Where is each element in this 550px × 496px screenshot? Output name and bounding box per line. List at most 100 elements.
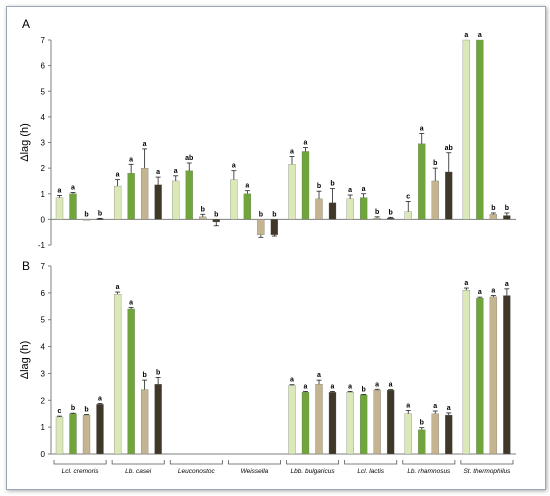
panel-b-bar <box>328 392 337 455</box>
group-label: Lb. casei <box>125 468 152 475</box>
panel-b-significance-letter: b <box>84 407 88 414</box>
group-bracket <box>286 460 340 465</box>
panel-a-y-tick-label: 7 <box>41 36 46 45</box>
panel-a-bar <box>127 173 135 220</box>
panel-a-letter: A <box>22 17 30 31</box>
figure-frame <box>6 6 546 490</box>
panel-b-significance-letter: a <box>447 405 451 412</box>
panel-b-significance-letter: a <box>98 396 102 403</box>
panel-a-significance-letter: b <box>388 209 392 216</box>
panel-a-significance-letter: a <box>478 32 482 39</box>
panel-a-significance-letter: b <box>98 210 102 217</box>
group-label: Lb. rhamnosus <box>407 468 451 475</box>
panel-b-significance-letter: a <box>375 381 379 388</box>
panel-b-bar <box>386 389 395 455</box>
panel-a-significance-letter: b <box>214 211 218 218</box>
panel-b-bar <box>315 384 323 455</box>
panel-a-y-tick-label: 5 <box>41 87 46 96</box>
panel-b-significance-letter: b <box>142 372 146 379</box>
panel-a-significance-letter: a <box>290 149 294 156</box>
panel-a-y-tick-label: 0 <box>41 215 46 224</box>
panel-b-y-tick-label: 0 <box>41 450 46 459</box>
panel-a-y-tick-label: 1 <box>41 190 46 199</box>
panel-a-bar <box>301 151 310 220</box>
panel-a-bar <box>386 217 395 220</box>
panel-b-letter: B <box>22 259 30 273</box>
panel-a-bar <box>489 214 498 220</box>
panel-a-significance-letter: b <box>433 160 437 167</box>
panel-b-significance-letter: a <box>464 280 468 287</box>
panel-a-bar <box>288 164 296 220</box>
panel-a-bar <box>431 180 439 220</box>
panel-a-bar <box>270 219 279 235</box>
panel-a-bar <box>257 219 265 235</box>
panel-b-y-tick-label: 6 <box>41 289 46 298</box>
panel-a-bar <box>328 202 337 220</box>
panel-b-significance-letter: a <box>389 382 393 389</box>
panel-b-significance-letter: c <box>58 408 62 415</box>
panel-a-bar <box>476 39 484 220</box>
panel-b-bar <box>359 394 368 455</box>
panel-b-y-tick-label: 3 <box>41 369 46 378</box>
panel-b-bar <box>96 404 104 455</box>
panel-b-significance-letter: b <box>156 369 160 376</box>
panel-a-bar <box>154 184 162 220</box>
panel-b-bar <box>113 294 122 455</box>
panel-a-significance-letter: a <box>362 186 366 193</box>
panel-a-significance-letter: a <box>420 126 424 133</box>
panel-a-bar <box>462 39 471 220</box>
panel-a-significance-letter: b <box>259 211 263 218</box>
group-bracket <box>460 460 514 465</box>
panel-b-significance-letter: a <box>116 284 120 291</box>
group-label: Leuconostoc <box>178 468 216 475</box>
panel-b-bar <box>140 389 149 455</box>
panel-a-significance-letter: b <box>84 211 88 218</box>
panel-a-y-tick-label: -1 <box>38 241 46 250</box>
panel-a-significance-letter: b <box>491 205 495 212</box>
panel-b-significance-letter: a <box>433 403 437 410</box>
panel-a-bar <box>503 215 511 220</box>
panel-b-significance-letter: a <box>129 299 133 306</box>
panel-b-significance-letter: a <box>478 289 482 296</box>
panel-b-significance-letter: a <box>290 377 294 384</box>
group-bracket <box>227 460 281 465</box>
panel-b-bar <box>431 413 439 455</box>
panel-b-y-tick-label: 5 <box>41 316 46 325</box>
panel-a-bar <box>418 143 426 220</box>
group-label: Lcl. lactis <box>357 468 384 475</box>
panel-a-significance-letter: b <box>330 181 334 188</box>
panel-a-significance-letter: b <box>505 205 509 212</box>
group-label: Weissella <box>241 468 269 475</box>
panel-b-bar <box>404 413 412 455</box>
panel-b-bar <box>127 308 135 455</box>
panel-a-bar <box>212 219 220 223</box>
panel-a-y-axis-label: Δlag (h) <box>19 123 31 162</box>
panel-a-significance-letter: a <box>174 168 178 175</box>
panel-a-bar <box>55 197 64 220</box>
panel-a-bar <box>96 218 104 220</box>
panel-a-bar <box>230 179 238 220</box>
panel-a-significance-letter: ab <box>445 145 453 152</box>
panel-b-bar <box>418 429 426 455</box>
panel-a-bar <box>82 219 91 221</box>
panel-a-bar <box>185 170 193 220</box>
panel-a-significance-letter: a <box>156 169 160 176</box>
panel-a-bar <box>243 193 252 220</box>
panel-a-significance-letter: b <box>375 209 379 216</box>
panel-b-bar <box>489 296 498 455</box>
panel-a-bar <box>69 193 77 220</box>
panel-a-significance-letter: a <box>348 187 352 194</box>
group-bracket <box>169 460 223 465</box>
panel-a-bar <box>346 198 354 220</box>
panel-a-y-tick-label: 6 <box>41 62 46 71</box>
group-bracket <box>344 460 398 465</box>
panel-a-bar <box>373 217 381 220</box>
panel-a-bar <box>199 216 207 220</box>
panel-a-bar <box>113 185 122 220</box>
panel-b-significance-letter: a <box>348 383 352 390</box>
panel-a-significance-letter: a <box>129 156 133 163</box>
panel-a-significance-letter: a <box>71 184 75 191</box>
panel-b-y-tick-label: 7 <box>41 262 46 271</box>
panel-a-significance-letter: b <box>272 211 276 218</box>
group-bracket <box>53 460 107 465</box>
